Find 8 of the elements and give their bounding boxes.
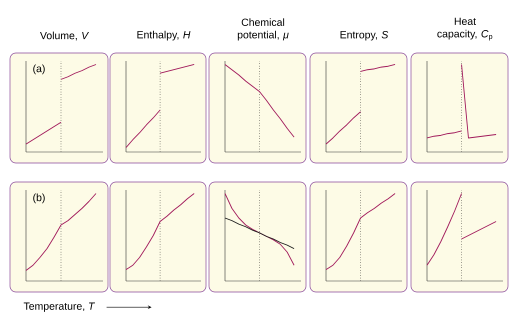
chart-title: Enthalpy, H [137, 30, 190, 40]
annotation: (a) [33, 64, 45, 74]
annotation: (b) [33, 194, 45, 204]
x-axis-title: Temperature, T [24, 302, 96, 312]
chart-title: Chemical potential, μ [238, 18, 289, 40]
chart-title: Entropy, S [340, 31, 388, 40]
chart-title: Heat capacity, C$_{p}$ [437, 18, 492, 40]
chart-title: Volume, V [40, 32, 90, 41]
